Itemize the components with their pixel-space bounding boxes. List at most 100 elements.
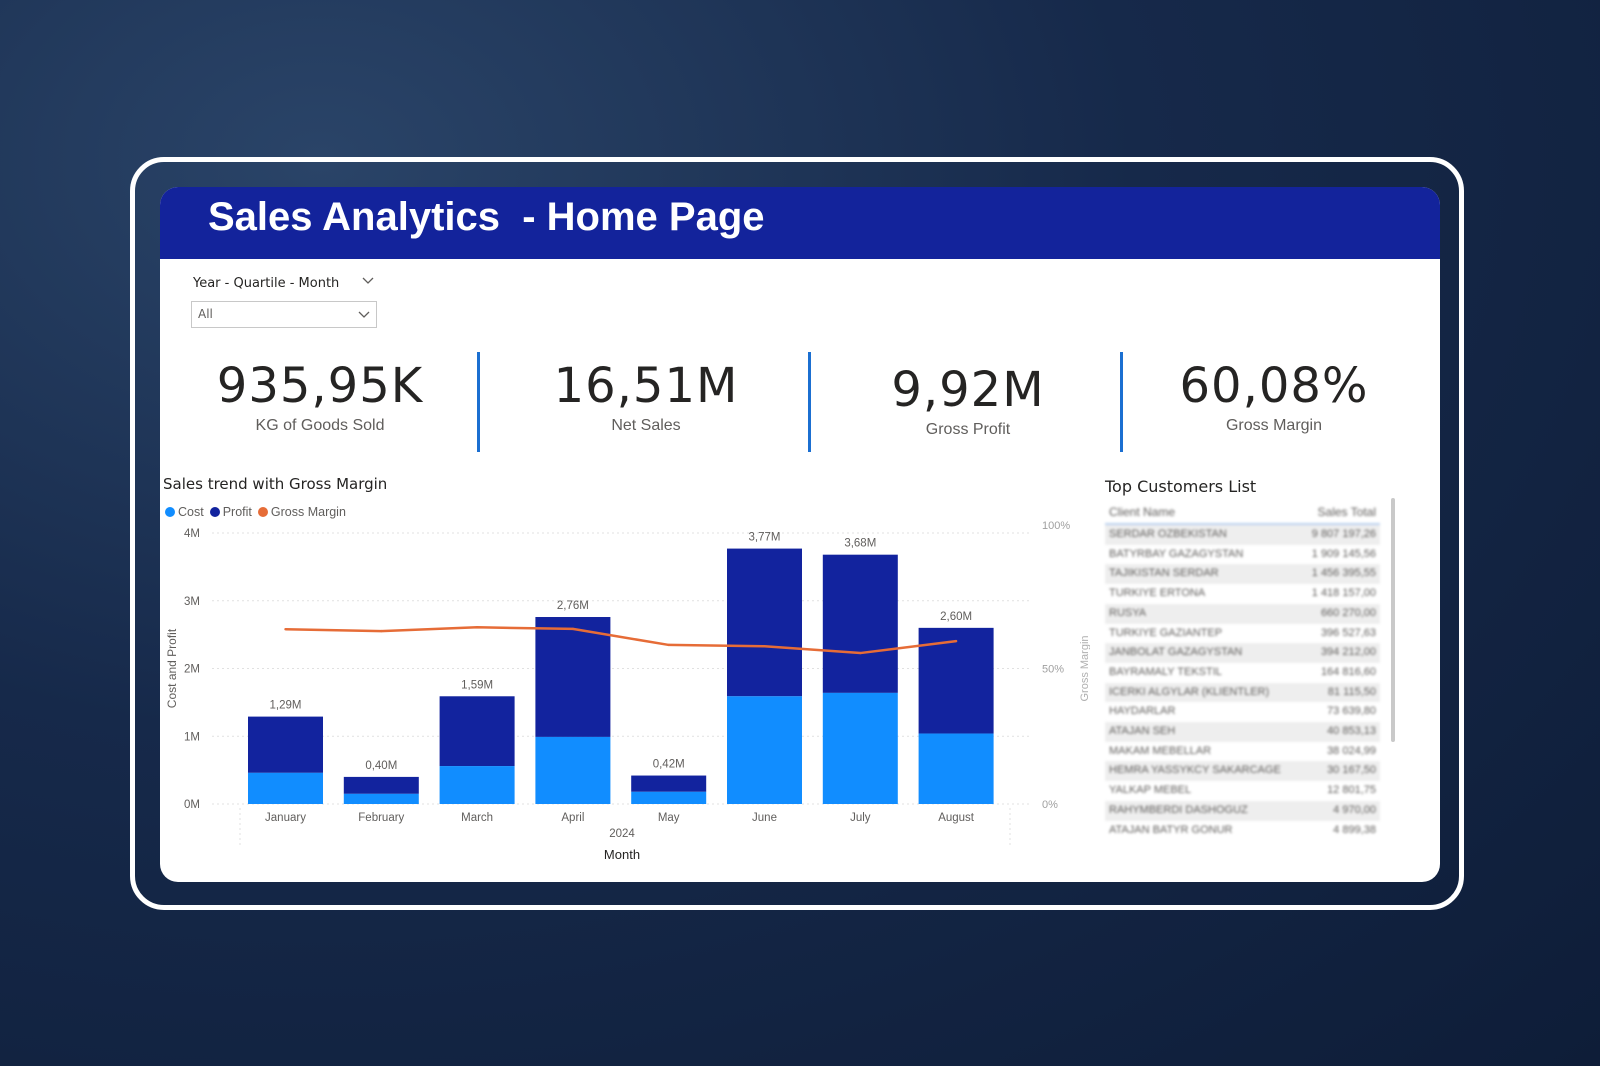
table-row[interactable]: ICERKI ALGYLAR (KLIENTLER) 81 115,50: [1105, 682, 1380, 703]
client-name-cell: SERDAR OZBEKISTAN: [1109, 528, 1227, 540]
x-tick-label: February: [358, 812, 404, 824]
client-name-cell: TURKIYE ERTONA: [1109, 587, 1206, 600]
kpi-divider: [808, 352, 811, 452]
table-row[interactable]: JANBOLAT GAZAGYSTAN 394 212,00: [1105, 643, 1380, 663]
sales-total-cell: 38 024,99: [1327, 744, 1376, 757]
sales-total-cell: 12 801,75: [1327, 784, 1376, 797]
legend-label: Cost: [178, 505, 204, 519]
table-row[interactable]: ATAJAN SEH 40 853,13: [1105, 722, 1380, 742]
kpi-divider: [1120, 352, 1123, 452]
client-name-cell: HAYDARLAR: [1109, 705, 1176, 718]
table-row[interactable]: SERDAR OZBEKISTAN 9 807 197,26: [1105, 525, 1380, 545]
client-name-cell: BATYRBAY GAZAGYSTAN: [1109, 547, 1244, 560]
client-name-cell: TURKIYE GAZIANTEP: [1109, 626, 1223, 639]
legend-item-gross-margin[interactable]: Gross Margin: [257, 505, 346, 519]
y-tick-label: 2M: [184, 664, 200, 676]
y-tick-label: 3M: [184, 596, 200, 608]
bar-cost: [343, 793, 419, 804]
slicer-selected-value: All: [198, 307, 213, 321]
client-name-cell: ATAJAN BATYR GONUR: [1109, 823, 1233, 836]
x-axis-year-label: 2024: [609, 828, 635, 840]
sales-total-cell: 81 115,50: [1327, 685, 1376, 698]
y-tick-label: 1M: [184, 731, 200, 743]
table-row[interactable]: BATYRBAY GAZAGYSTAN 1 909 145,56: [1105, 545, 1380, 565]
legend-item-profit[interactable]: Profit: [209, 505, 252, 519]
customers-table: Client Name Sales Total SERDAR OZBEKISTA…: [1105, 501, 1380, 840]
x-tick-label: April: [561, 812, 584, 824]
sales-total-cell: 660 270,00: [1320, 606, 1376, 619]
table-row[interactable]: ATAJAN BATYR GONUR 4 899,38: [1105, 821, 1380, 841]
table-row[interactable]: MAKAM MEBELLAR 38 024,99: [1105, 742, 1380, 762]
column-header-client-name[interactable]: Client Name: [1109, 505, 1176, 519]
kpi-value: 935,95K: [216, 358, 424, 414]
bar-profit: [535, 617, 611, 737]
sales-total-cell: 4 970,00: [1333, 803, 1376, 816]
client-name-cell: YALKAP MEBEL: [1109, 784, 1192, 797]
x-axis-title: Month: [604, 847, 640, 862]
column-header-sales-total[interactable]: Sales Total: [1317, 505, 1376, 519]
table-row[interactable]: HEMRA YASSYKCY SAKARCAGE 30 167,50: [1105, 761, 1380, 782]
customers-table-title: Top Customers List: [1105, 477, 1257, 496]
client-name-cell: HEMRA YASSYKCY SAKARCAGE: [1109, 764, 1281, 777]
kpi-label: KG of Goods Sold: [255, 417, 385, 434]
table-row[interactable]: HAYDARLAR 73 639,80: [1105, 702, 1380, 722]
bar-cost: [535, 736, 611, 804]
table-row[interactable]: YALKAP MEBEL 12 801,75: [1105, 781, 1380, 801]
y-axis-title: Cost and Profit: [165, 628, 179, 708]
chart-legend: Cost Profit Gross Margin: [165, 505, 346, 519]
legend-item-cost[interactable]: Cost: [165, 505, 204, 519]
sales-total-cell: 4 899,38: [1333, 823, 1376, 836]
x-tick-label: August: [938, 812, 975, 824]
chevron-down-icon[interactable]: [360, 273, 376, 289]
sales-total-cell: 40 853,13: [1327, 725, 1376, 738]
bar-cost: [918, 733, 994, 804]
sales-total-cell: 396 527,63: [1320, 626, 1376, 639]
chevron-down-icon: [358, 311, 370, 318]
table-row[interactable]: RAHYMBERDI DASHOGUZ 4 970,00: [1105, 800, 1380, 821]
client-name-cell: ATAJAN SEH: [1109, 725, 1176, 738]
chart-title: Sales trend with Gross Margin: [163, 475, 388, 493]
sales-total-cell: 164 816,60: [1320, 665, 1376, 678]
bar-profit: [248, 716, 323, 773]
client-name-cell: BAYRAMALY TEKSTIL: [1109, 665, 1222, 678]
kpi-card-net-sales: 16,51M Net Sales: [496, 357, 796, 435]
client-name-cell: JANBOLAT GAZAGYSTAN: [1109, 646, 1243, 659]
report-canvas: Sales Analytics - Home Page Year - Quart…: [160, 187, 1440, 882]
data-label: 3,68M: [844, 538, 876, 550]
sales-total-cell: 1 456 395,55: [1311, 567, 1376, 580]
page-header: Sales Analytics - Home Page: [160, 187, 1440, 259]
y2-tick-label: 0%: [1042, 799, 1058, 811]
kpi-label: Gross Profit: [925, 421, 1011, 438]
gross-margin-line: [285, 626, 957, 655]
y-tick-label: 0M: [184, 799, 200, 811]
sales-total-cell: 30 167,50: [1327, 764, 1376, 777]
y2-tick-label: 100%: [1042, 520, 1070, 532]
x-tick-label: January: [265, 812, 306, 824]
gross-margin-point: [667, 643, 670, 647]
legend-label: Gross Margin: [270, 505, 346, 519]
report-frame: [130, 157, 1464, 910]
client-name-cell: TAJIKISTAN SERDAR: [1109, 567, 1219, 580]
bar-profit: [822, 554, 898, 693]
x-tick-label: March: [461, 812, 493, 824]
bar-profit: [343, 776, 419, 794]
client-name-cell: RUSYA: [1109, 606, 1147, 619]
bar-cost: [248, 772, 323, 804]
table-row[interactable]: TAJIKISTAN SERDAR 1 456 395,55: [1105, 564, 1380, 585]
table-row[interactable]: BAYRAMALY TEKSTIL 164 816,60: [1105, 663, 1380, 683]
x-tick-label: July: [850, 812, 871, 824]
table-row[interactable]: RUSYA 660 270,00: [1105, 603, 1380, 624]
table-scrollbar[interactable]: [1391, 498, 1395, 742]
kpi-card-kg-sold: 935,95K KG of Goods Sold: [170, 357, 470, 435]
gross-margin-point: [284, 628, 287, 631]
legend-dot-icon: [209, 507, 220, 517]
gross-margin-point: [475, 626, 479, 629]
date-slicer-dropdown[interactable]: All: [191, 301, 377, 328]
kpi-divider: [477, 352, 480, 452]
table-row[interactable]: TURKIYE ERTONA 1 418 157,00: [1105, 584, 1380, 604]
y2-tick-label: 50%: [1042, 664, 1064, 676]
table-row[interactable]: TURKIYE GAZIANTEP 396 527,63: [1105, 624, 1380, 644]
bar-profit: [631, 775, 707, 792]
slicer-title: Year - Quartile - Month: [193, 276, 340, 291]
table-header: Client Name Sales Total: [1105, 501, 1380, 525]
